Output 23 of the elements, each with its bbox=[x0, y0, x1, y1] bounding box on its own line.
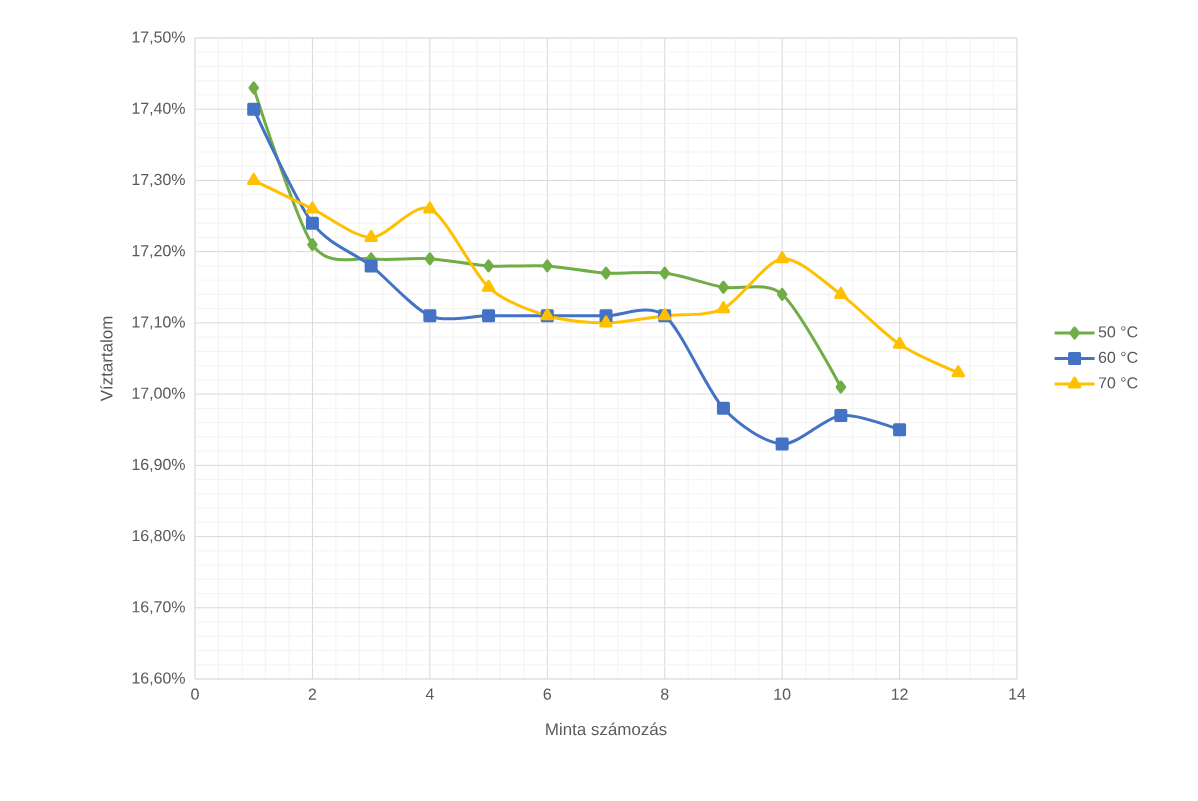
y-tick-label: 16,70% bbox=[132, 601, 185, 615]
y-tick-label: 17,30% bbox=[132, 173, 185, 188]
y-axis-title: Víztartalom bbox=[99, 316, 113, 402]
y-tick-label: 17,10% bbox=[132, 316, 185, 330]
y-tick-label: 17,40% bbox=[132, 102, 185, 116]
y-tick-label: 16,80% bbox=[132, 529, 185, 544]
x-axis-title: Minta számozás bbox=[546, 722, 667, 736]
x-tick-label: 2 bbox=[308, 688, 317, 700]
x-tick-label: 0 bbox=[191, 688, 199, 700]
y-tick-label: 16,90% bbox=[132, 458, 185, 472]
y-tick-label: 16,60% bbox=[132, 672, 185, 686]
y-tick-label: 17,00% bbox=[132, 387, 185, 401]
x-tick-label: 8 bbox=[660, 688, 669, 700]
x-tick-label: 6 bbox=[543, 688, 552, 700]
y-tick-label: 17,20% bbox=[132, 245, 185, 259]
x-tick-label: 4 bbox=[425, 688, 434, 700]
x-tick-label: 10 bbox=[774, 688, 791, 700]
legend-label: 60 °C bbox=[1098, 351, 1138, 364]
legend-label: 50 °C bbox=[1098, 326, 1138, 338]
legend-label: 70 °C bbox=[1098, 377, 1138, 389]
x-tick-label: 14 bbox=[1009, 688, 1026, 700]
y-tick-label: 17,50% bbox=[132, 31, 185, 45]
x-tick-label: 12 bbox=[891, 688, 908, 700]
